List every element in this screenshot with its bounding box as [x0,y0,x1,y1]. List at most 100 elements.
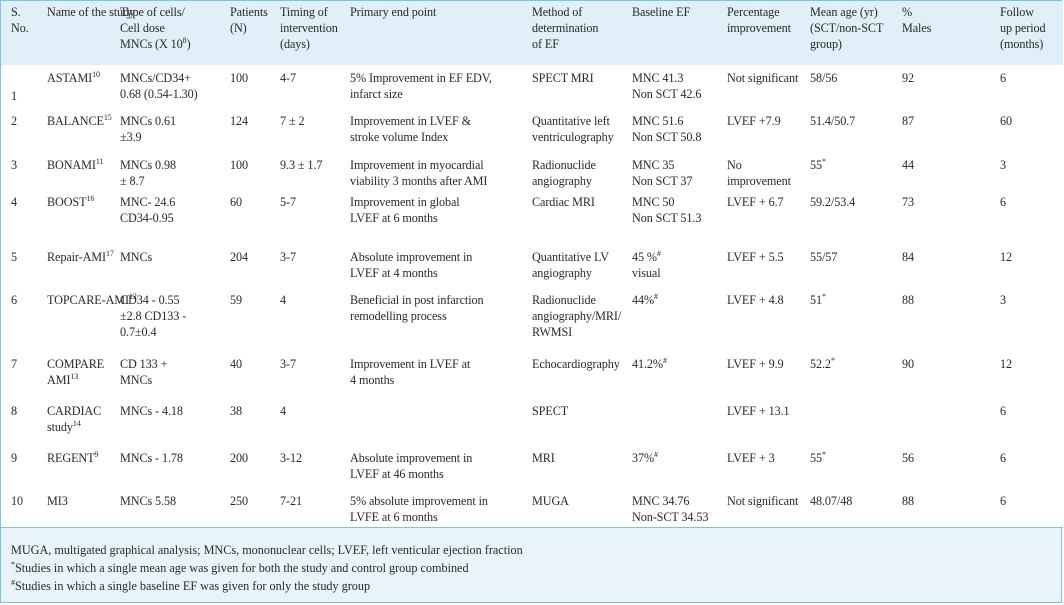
header-baseline: Baseline EF [632,5,691,19]
cell-baseline-ef: MNC 34.76 Non-SCT 34.53 [632,494,709,524]
cell-mean-age: 48.07/48 [810,494,853,508]
cell-study-name: ASTAMI10 [47,70,100,86]
cell-timing: 5-7 [280,195,296,209]
cell-mean-age: 55/57 [810,250,838,264]
cell-percentage: Not significant [727,494,799,508]
cell-study-name: Repair-AMI17 [47,249,114,265]
cell-study-name: COMPARE AMI13 [47,357,105,387]
footnote-abbrev: MUGA, multigated graphical analysis; MNC… [11,543,523,557]
cell-endpoint: 5% absolute improvement in LVFE at 6 mont… [350,494,488,524]
cell-method: MRI [532,451,555,465]
cell-sno: 10 [11,494,23,508]
cell-patients: 59 [230,293,242,307]
cell-method: SPECT MRI [532,71,594,85]
cell-patients: 250 [230,494,248,508]
cell-endpoint: 5% Improvement in EF EDV, infarct size [350,71,492,101]
cell-percentage: LVEF + 5.5 [727,250,784,264]
cell-follow-up: 3 [1000,158,1006,172]
cell-percentage: Not significant [727,71,799,85]
cell-sno: 9 [11,451,17,465]
cell-males: 88 [902,293,914,307]
cell-follow-up: 6 [1000,451,1006,465]
cell-patients: 38 [230,404,242,418]
header-patients: Patients (N) [230,5,268,35]
cell-sno: 4 [11,195,17,209]
cell-baseline-ef: 37%# [632,450,658,466]
cell-sno: 3 [11,158,17,172]
cell-mean-age: 59.2/53.4 [810,195,856,209]
header-males: % Males [902,5,932,35]
header-age: Mean age (yr) (SCT/non-SCT group) [810,5,884,51]
header-follow: Follow up period (months) [1000,5,1046,51]
cell-males: 90 [902,357,914,371]
cell-timing: 3-12 [280,451,302,465]
cell-endpoint: Absolute improvement in LVEF at 46 months [350,451,473,481]
cell-cell-type: MNCs 5.58 [120,494,176,508]
cell-follow-up: 12 [1000,357,1012,371]
cell-study-name: MI3 [47,494,68,508]
cell-sno: 8 [11,404,17,418]
cell-method: Quantitative LV angiography [532,250,609,280]
cell-follow-up: 6 [1000,494,1006,508]
cell-follow-up: 3 [1000,293,1006,307]
cell-baseline-ef: 44%# [632,292,658,308]
cell-timing: 4 [280,404,286,418]
cell-method: Quantitative left ventriculography [532,114,614,144]
cell-males: 87 [902,114,914,128]
cell-method: SPECT [532,404,569,418]
cell-endpoint: Absolute improvement in LVEF at 4 months [350,250,473,280]
cell-endpoint: Improvement in LVEF & stroke volume Index [350,114,472,144]
table-header [1,1,1063,66]
cell-timing: 7-21 [280,494,302,508]
cell-sno: 7 [11,357,17,371]
cell-cell-type: CD34 - 0.55 ±2.8 CD133 -0.7±0.4 [120,293,187,339]
cell-mean-age: 58/56 [810,71,838,85]
cell-study-name: BOOST16 [47,194,95,210]
header-timing: Timing of intervention (days) [280,5,338,51]
cell-males: 44 [902,158,914,172]
cell-baseline-ef: 41.2%# [632,356,667,372]
cell-baseline-ef: MNC 35 Non SCT 37 [632,158,693,188]
header-pct: Percentage improvement [727,5,791,35]
header-type: Type of cells/Cell dose MNCs (X 108) [120,5,191,51]
cell-timing: 9.3 ± 1.7 [280,158,323,172]
cell-cell-type: MNCs 0.98 ± 8.7 [120,158,176,188]
cell-baseline-ef: MNC 50 Non SCT 51.3 [632,195,702,225]
cell-cell-type: MNCs - 1.78 [120,451,183,465]
cell-mean-age: 52.2* [810,356,835,372]
cell-follow-up: 60 [1000,114,1012,128]
footnote-age-text: Studies in which a single mean age was g… [15,561,469,575]
header-sno: S. No. [11,5,29,35]
cell-study-name: CARDIAC study14 [47,404,102,434]
cell-patients: 200 [230,451,248,465]
cell-timing: 3-7 [280,357,296,371]
cell-baseline-ef: 45 %# visual [632,249,661,281]
cell-endpoint: Beneficial in post infarction remodelling… [350,293,484,323]
cell-percentage: LVEF + 13.1 [727,404,790,418]
cell-baseline-ef: MNC 41.3 Non SCT 42.6 [632,71,702,101]
header-endpoint: Primary end point [350,5,437,19]
cell-males: 92 [902,71,914,85]
cell-endpoint: Improvement in LVEF at 4 months [350,357,471,387]
cell-patients: 100 [230,158,248,172]
cell-cell-type: MNC- 24.6 CD34-0.95 [120,195,176,225]
header-method: Method of determination of EF [532,5,599,51]
cell-percentage: LVEF + 3 [727,451,775,465]
cell-timing: 7 ± 2 [280,114,305,128]
footnote-baseline: #Studies in which a single baseline EF w… [11,578,371,594]
cell-percentage: No improvement [727,158,791,188]
cell-patients: 124 [230,114,248,128]
cell-patients: 204 [230,250,248,264]
header-name: Name of the study [47,5,135,19]
cell-percentage: LVEF +7.9 [727,114,781,128]
cell-method: Echocardiography [532,357,620,371]
cell-timing: 4 [280,293,286,307]
footnote-baseline-text: Studies in which a single baseline EF wa… [15,579,371,593]
cell-method: Cardiac MRI [532,195,595,209]
cell-mean-age: 55* [810,157,826,173]
cell-endpoint: Improvement in myocardial viability 3 mon… [350,158,488,188]
cell-mean-age: 51.4/50.7 [810,114,856,128]
table-body [1,65,1063,528]
cell-males: 84 [902,250,914,264]
